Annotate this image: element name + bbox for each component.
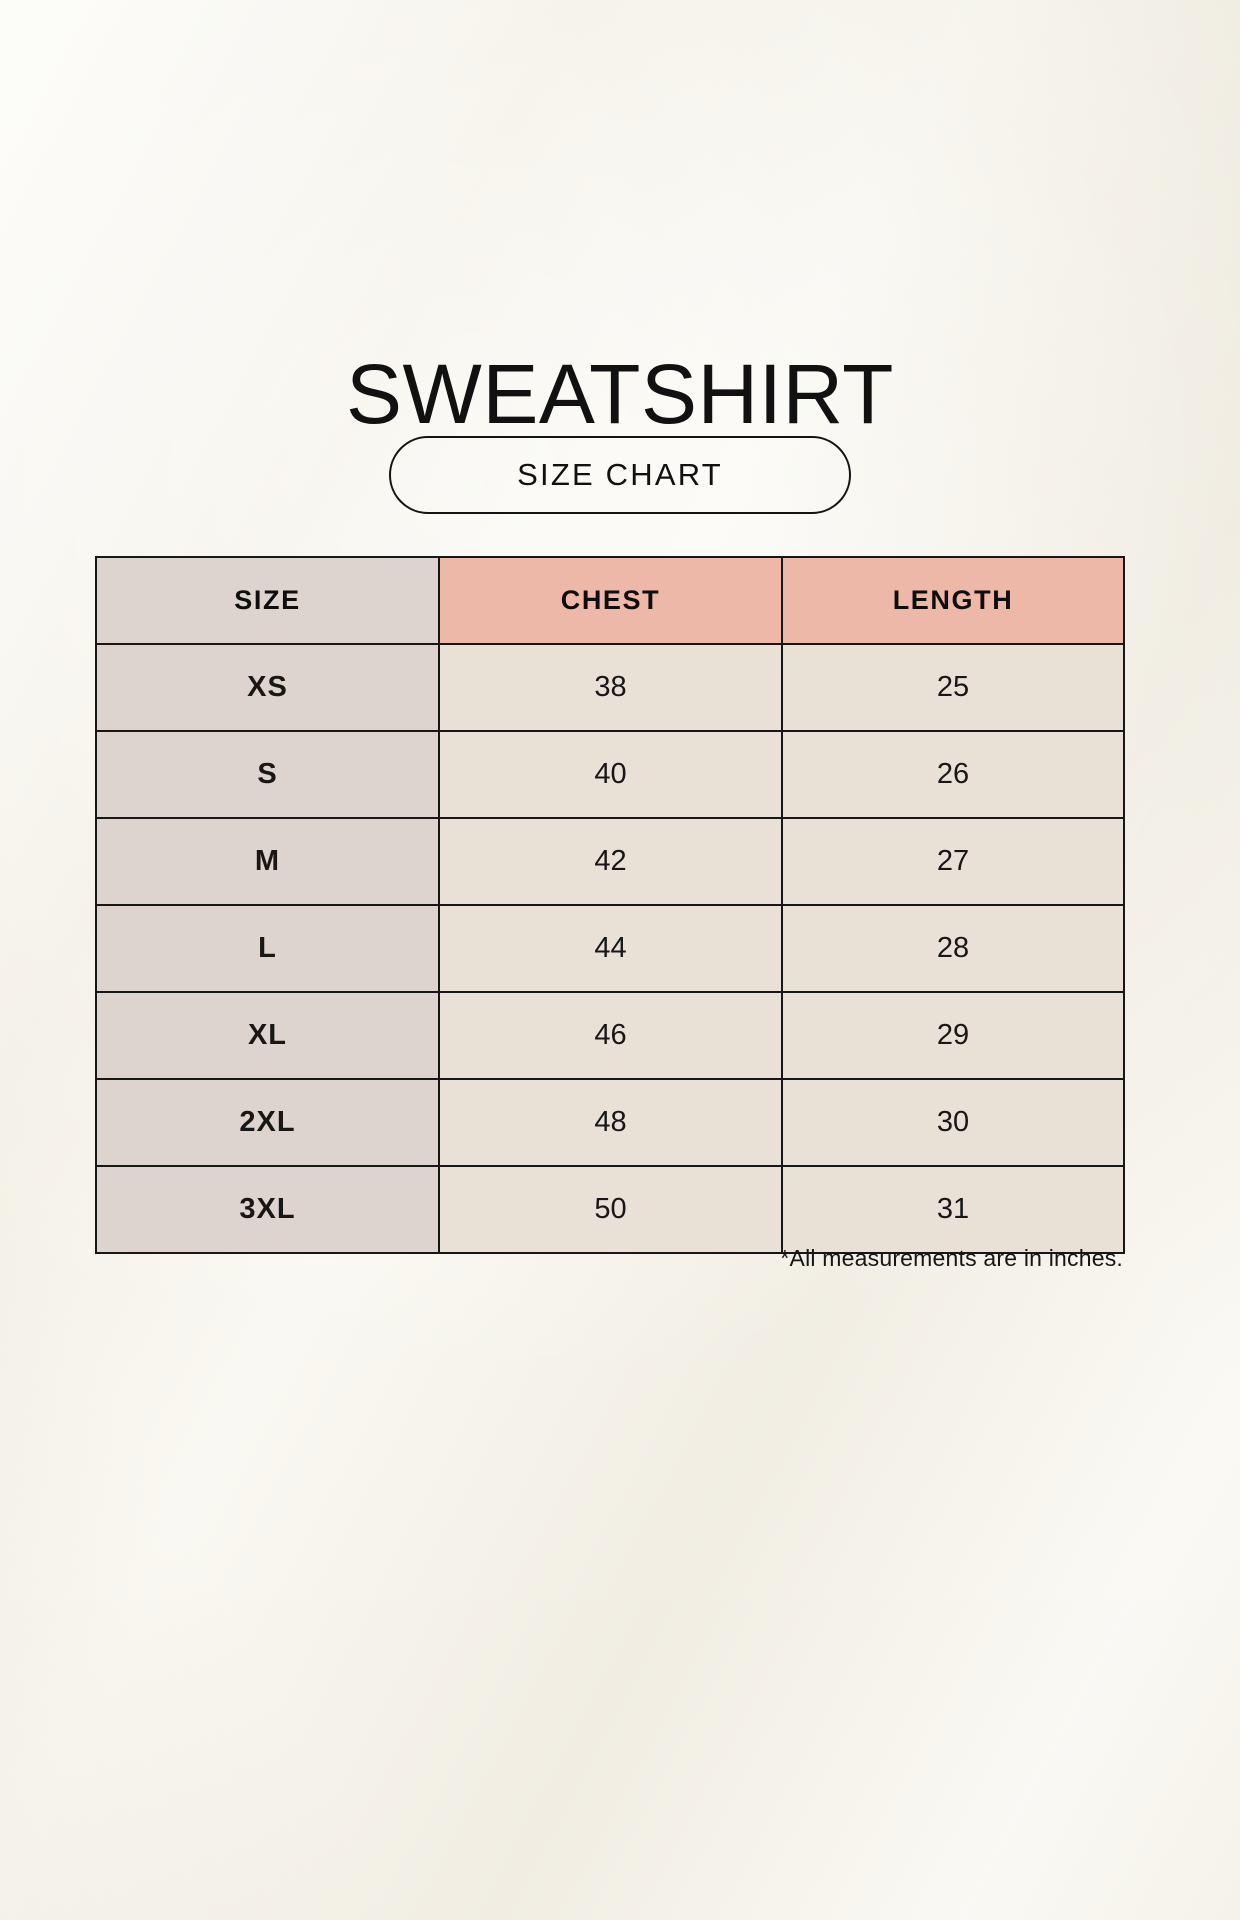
- cell-size: XS: [95, 643, 440, 732]
- cell-chest: 38: [438, 643, 783, 732]
- cell-size: 2XL: [95, 1078, 440, 1167]
- cell-length: 25: [781, 643, 1125, 732]
- cell-length: 31: [781, 1165, 1125, 1254]
- badge-container: SIZE CHART: [0, 436, 1240, 514]
- column-header-size: SIZE: [95, 556, 440, 645]
- cell-length: 26: [781, 730, 1125, 819]
- size-table: SIZE CHEST LENGTH XS 38 25 S 40 26 M: [95, 556, 1125, 1254]
- size-table-header: SIZE CHEST LENGTH: [95, 556, 1125, 645]
- table-row: M 42 27: [95, 817, 1125, 906]
- column-header-length: LENGTH: [781, 556, 1125, 645]
- table-row: L 44 28: [95, 904, 1125, 993]
- cell-size: S: [95, 730, 440, 819]
- table-row: S 40 26: [95, 730, 1125, 819]
- table-row: XS 38 25: [95, 643, 1125, 732]
- cell-length: 29: [781, 991, 1125, 1080]
- cell-chest: 44: [438, 904, 783, 993]
- table-row: XL 46 29: [95, 991, 1125, 1080]
- cell-size: M: [95, 817, 440, 906]
- size-table-container: SIZE CHEST LENGTH XS 38 25 S 40 26 M: [95, 556, 1125, 1254]
- page-title: SWEATSHIRT: [346, 347, 894, 442]
- column-header-chest: CHEST: [438, 556, 783, 645]
- cell-chest: 50: [438, 1165, 783, 1254]
- cell-length: 27: [781, 817, 1125, 906]
- table-row: 3XL 50 31: [95, 1165, 1125, 1254]
- cell-chest: 46: [438, 991, 783, 1080]
- cell-chest: 48: [438, 1078, 783, 1167]
- size-chart-badge: SIZE CHART: [389, 436, 851, 514]
- cell-size: L: [95, 904, 440, 993]
- measurement-note: *All measurements are in inches.: [780, 1245, 1123, 1271]
- cell-length: 28: [781, 904, 1125, 993]
- size-table-body: XS 38 25 S 40 26 M 42 27 L 44 28: [95, 643, 1125, 1254]
- cell-chest: 42: [438, 817, 783, 906]
- table-header-row: SIZE CHEST LENGTH: [95, 556, 1125, 645]
- cell-size: XL: [95, 991, 440, 1080]
- table-row: 2XL 48 30: [95, 1078, 1125, 1167]
- cell-chest: 40: [438, 730, 783, 819]
- cell-length: 30: [781, 1078, 1125, 1167]
- size-chart-badge-label: SIZE CHART: [517, 457, 723, 492]
- cell-size: 3XL: [95, 1165, 440, 1254]
